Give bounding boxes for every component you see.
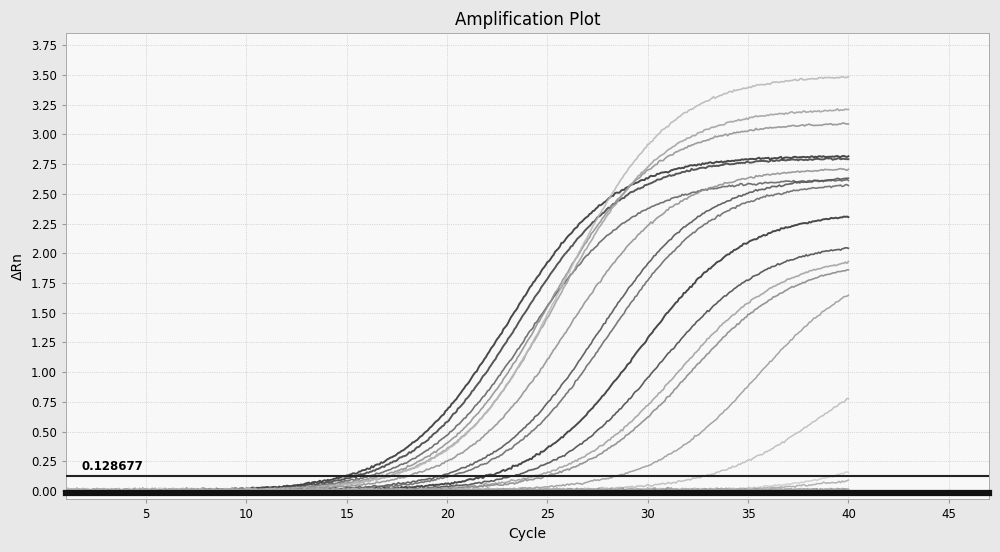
Title: Amplification Plot: Amplification Plot [455,11,600,29]
X-axis label: Cycle: Cycle [508,527,546,541]
Y-axis label: ΔRn: ΔRn [11,252,25,280]
Text: 0.128677: 0.128677 [82,460,144,473]
